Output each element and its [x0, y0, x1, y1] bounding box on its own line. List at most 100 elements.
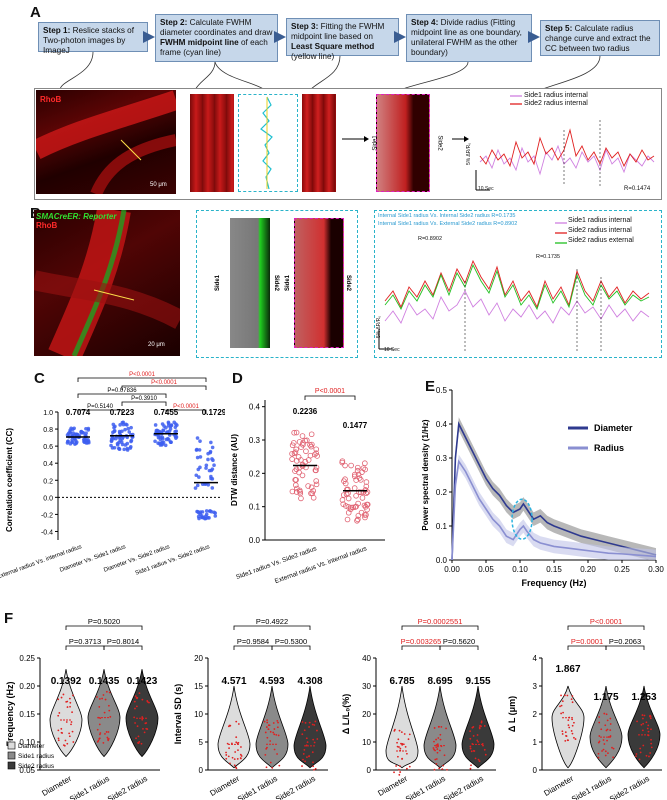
- f-legend-swatch: [7, 741, 16, 750]
- panel-a-legend-2: Side2 radius internal: [524, 100, 588, 107]
- f-pval: P=0.3713: [69, 637, 101, 646]
- f-point: [145, 722, 148, 724]
- f-point: [436, 748, 439, 750]
- f-point: [570, 698, 573, 701]
- f-point: [304, 760, 307, 763]
- f-violin: [385, 685, 419, 769]
- f-point: [143, 731, 146, 734]
- c-ytick-label: 0.8: [43, 427, 53, 434]
- f-mean-label: 0.1435: [89, 676, 120, 687]
- f-xcat: Side1 radius: [570, 774, 613, 800]
- f-point: [469, 730, 472, 733]
- f-point: [240, 755, 243, 757]
- f-mean-label: 4.593: [259, 676, 284, 687]
- panel-b-legend-1: Side1 radius internal: [568, 217, 632, 224]
- c-dot: [195, 436, 200, 440]
- f-point: [308, 755, 310, 758]
- d-dot: [307, 452, 314, 459]
- e-ytick-label: 0.3: [436, 454, 448, 463]
- f-ytick-label: 20: [194, 654, 203, 663]
- c-ytick-label: -0.2: [41, 512, 53, 519]
- f-point: [98, 706, 101, 708]
- d-dot: [345, 509, 352, 516]
- c-dot: [195, 483, 200, 488]
- d-dot: [291, 429, 297, 436]
- f-ytick-label: 30: [362, 682, 371, 691]
- c-dot: [210, 477, 215, 481]
- f-point: [303, 748, 306, 751]
- f-point: [237, 723, 240, 725]
- c-pval: P<0.0001: [173, 404, 200, 410]
- c-dot: [125, 441, 130, 446]
- f-legend-label: Side2 radius: [18, 763, 55, 770]
- d-dot: [296, 439, 303, 445]
- c-dot: [198, 455, 203, 459]
- e-xlabel: Frequency (Hz): [521, 578, 586, 588]
- panel-b-reslice-red: [294, 218, 344, 348]
- f-point: [107, 731, 110, 733]
- c-dot: [127, 430, 132, 434]
- c-dot: [211, 458, 215, 462]
- c-dot: [126, 426, 131, 431]
- f-point: [301, 721, 304, 723]
- f-point: [277, 734, 280, 737]
- d-dot: [342, 462, 348, 469]
- f-pval: P=0.5620: [443, 637, 475, 646]
- f-point: [313, 741, 316, 744]
- f-point: [401, 758, 403, 760]
- f-legend-label: Diameter: [18, 743, 45, 750]
- f-point: [69, 701, 72, 704]
- d-dot: [353, 493, 359, 499]
- c-dot: [125, 423, 129, 427]
- d-dot: [294, 485, 300, 492]
- f-point: [305, 737, 308, 740]
- e-xtick-label: 0.30: [648, 565, 664, 574]
- f-point: [561, 730, 564, 733]
- f-point: [598, 735, 601, 737]
- f-pval: P=0.4922: [256, 617, 288, 626]
- f-point: [597, 756, 600, 759]
- f-point: [401, 743, 404, 745]
- f-point: [612, 756, 615, 759]
- f-ytick-label: 0: [533, 766, 538, 775]
- f-point: [476, 739, 479, 742]
- f-point: [649, 717, 652, 720]
- f-pval: P=0.9584: [237, 637, 269, 646]
- f-point: [573, 721, 575, 724]
- e-xtick-label: 0.25: [614, 565, 630, 574]
- f-point: [273, 733, 276, 736]
- f-ytick-label: 10: [362, 738, 371, 747]
- c-dot: [206, 451, 210, 456]
- c-dot: [129, 425, 133, 430]
- f-point: [68, 732, 71, 735]
- f-point: [609, 723, 612, 725]
- f-point: [480, 721, 483, 724]
- panel-a-ylabel: 5% ΔR/R₀: [466, 142, 472, 165]
- d-pval: P<0.0001: [315, 388, 345, 395]
- d-dot: [310, 494, 317, 501]
- c-dot: [213, 511, 218, 515]
- d-mean-label: 0.2236: [293, 407, 318, 416]
- d-dot: [363, 512, 369, 518]
- f-point: [399, 771, 402, 773]
- f-point: [266, 746, 268, 749]
- f-point: [398, 746, 400, 748]
- f-xcat: Side1 radius: [404, 774, 447, 800]
- f-point: [439, 733, 442, 736]
- f-point: [98, 698, 101, 700]
- c-dot: [83, 433, 88, 438]
- f-point: [435, 744, 438, 746]
- f-point: [141, 698, 144, 701]
- f-ytick-label: 3: [533, 682, 538, 691]
- f-point: [72, 694, 74, 697]
- f-point: [236, 758, 239, 760]
- f-point: [433, 727, 436, 729]
- f-point: [71, 711, 73, 714]
- f-point: [96, 696, 98, 698]
- f-point: [641, 729, 644, 732]
- f-point: [398, 765, 401, 767]
- f-point: [571, 732, 574, 735]
- f-point: [643, 714, 646, 717]
- c-dot: [166, 424, 171, 428]
- f-mean-label: 8.695: [427, 676, 452, 687]
